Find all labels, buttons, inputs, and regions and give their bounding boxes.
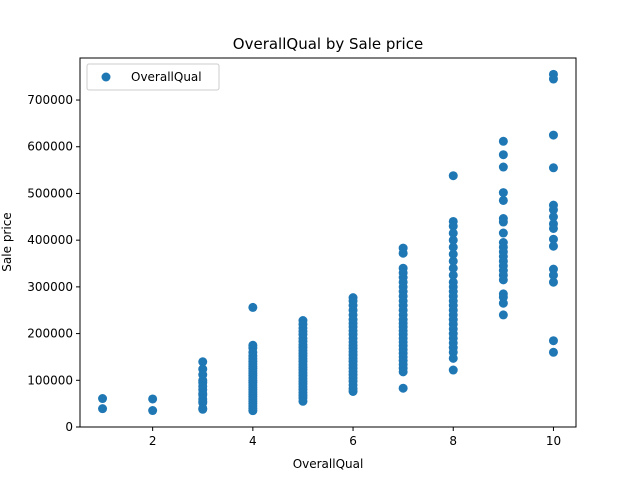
data-point (448, 171, 458, 181)
data-point (498, 162, 508, 172)
data-point (448, 228, 458, 238)
data-point (548, 130, 558, 140)
data-point (548, 205, 558, 215)
data-point (548, 74, 558, 84)
data-point (448, 256, 458, 266)
y-axis-label: Sale price (0, 212, 14, 271)
y-tick-label: 200000 (27, 327, 73, 341)
legend-marker (101, 72, 111, 82)
y-tick-label: 400000 (27, 233, 73, 247)
legend-entry-label: OverallQual (131, 70, 202, 84)
y-tick-label: 300000 (27, 280, 73, 294)
data-point (398, 383, 408, 393)
data-point (498, 195, 508, 205)
data-point (198, 404, 208, 414)
plot-frame (79, 57, 577, 428)
data-point (448, 249, 458, 259)
x-tick-label: 2 (149, 434, 157, 448)
data-point (448, 242, 458, 252)
data-point (348, 387, 358, 396)
data-point (498, 228, 508, 238)
data-point (548, 241, 558, 251)
data-point (548, 347, 558, 357)
data-point (498, 136, 508, 146)
y-tick-label: 0 (65, 420, 73, 434)
data-point (148, 394, 158, 404)
data-point (248, 406, 258, 416)
x-tick-label: 6 (349, 434, 357, 448)
x-tick-label: 10 (546, 434, 561, 448)
data-point (548, 234, 558, 244)
data-point (498, 188, 508, 198)
data-point (498, 150, 508, 160)
data-point (448, 235, 458, 245)
data-point (548, 163, 558, 173)
data-point (448, 221, 458, 231)
data-point (498, 310, 508, 320)
y-tick-label: 100000 (27, 373, 73, 387)
data-point (248, 302, 258, 312)
data-point (448, 365, 458, 375)
x-axis-label: OverallQual (293, 457, 364, 471)
chart-title: OverallQual by Sale price (233, 35, 423, 53)
data-point (548, 270, 558, 280)
y-tick-label: 500000 (27, 186, 73, 200)
x-tick-label: 4 (249, 434, 257, 448)
data-point (98, 394, 108, 404)
data-point (198, 357, 208, 367)
x-axis: 2 4 6 8 10 (149, 427, 561, 448)
data-point (498, 217, 508, 227)
data-point (548, 277, 558, 287)
data-point (448, 353, 458, 363)
data-point (148, 406, 158, 416)
x-tick-label: 8 (449, 434, 457, 448)
data-point (398, 367, 408, 377)
data-point (548, 212, 558, 222)
y-axis: 0 100000 200000 300000 400000 500000 600000 700… (27, 93, 80, 434)
data-point (498, 298, 508, 308)
y-tick-label: 700000 (27, 93, 73, 107)
legend: OverallQual (86, 63, 220, 91)
data-point (298, 396, 308, 406)
data-point (448, 270, 458, 280)
data-point (98, 404, 108, 414)
y-tick-label: 600000 (27, 140, 73, 154)
points-layer (98, 69, 558, 416)
data-point (548, 223, 558, 233)
data-point (398, 248, 408, 258)
data-point (498, 275, 508, 285)
data-point (448, 263, 458, 273)
data-point (548, 336, 558, 346)
legend-box (86, 63, 220, 91)
